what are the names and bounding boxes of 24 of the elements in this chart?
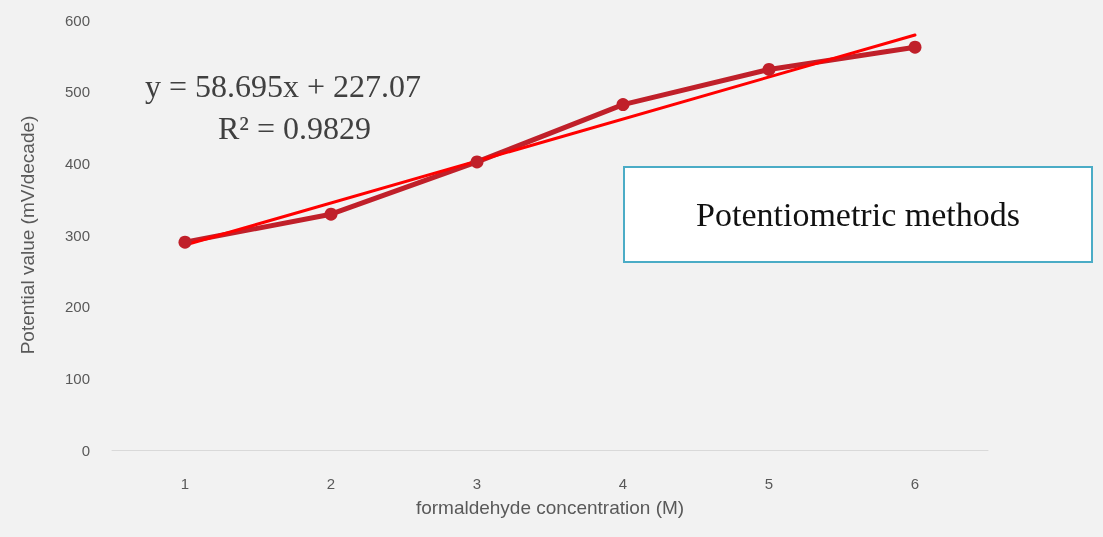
point (762, 62, 776, 76)
point (908, 40, 922, 54)
y-tick-label: 600 (64, 11, 90, 29)
annotation: y = 58.695x + 227.07 (145, 68, 422, 104)
x-tick-label: 2 (326, 475, 336, 492)
text-box: Potentiometric methods (623, 166, 1093, 263)
x-tick-label: 6 (910, 475, 920, 492)
y-tick-label: 100 (64, 369, 90, 387)
x-tick-label: 3 (472, 475, 482, 492)
y-axis-title: Potential value (mV/decade) (17, 115, 38, 355)
point (178, 235, 192, 249)
x-tick-label: 5 (764, 475, 774, 492)
annotation: R² = 0.9829 (218, 110, 371, 146)
point (616, 98, 630, 112)
y-tick-label: 300 (64, 226, 90, 244)
y-tick-label: 0 (81, 441, 90, 459)
point (470, 155, 484, 169)
y-tick-label: 200 (64, 298, 90, 316)
y-tick-label: 500 (64, 83, 90, 101)
x-tick-label: 1 (180, 475, 190, 492)
point (324, 207, 338, 221)
x-axis-title: formaldehyde concentration (M) (415, 497, 685, 518)
y-tick-label: 400 (64, 154, 90, 172)
x-tick-label: 4 (618, 475, 628, 492)
